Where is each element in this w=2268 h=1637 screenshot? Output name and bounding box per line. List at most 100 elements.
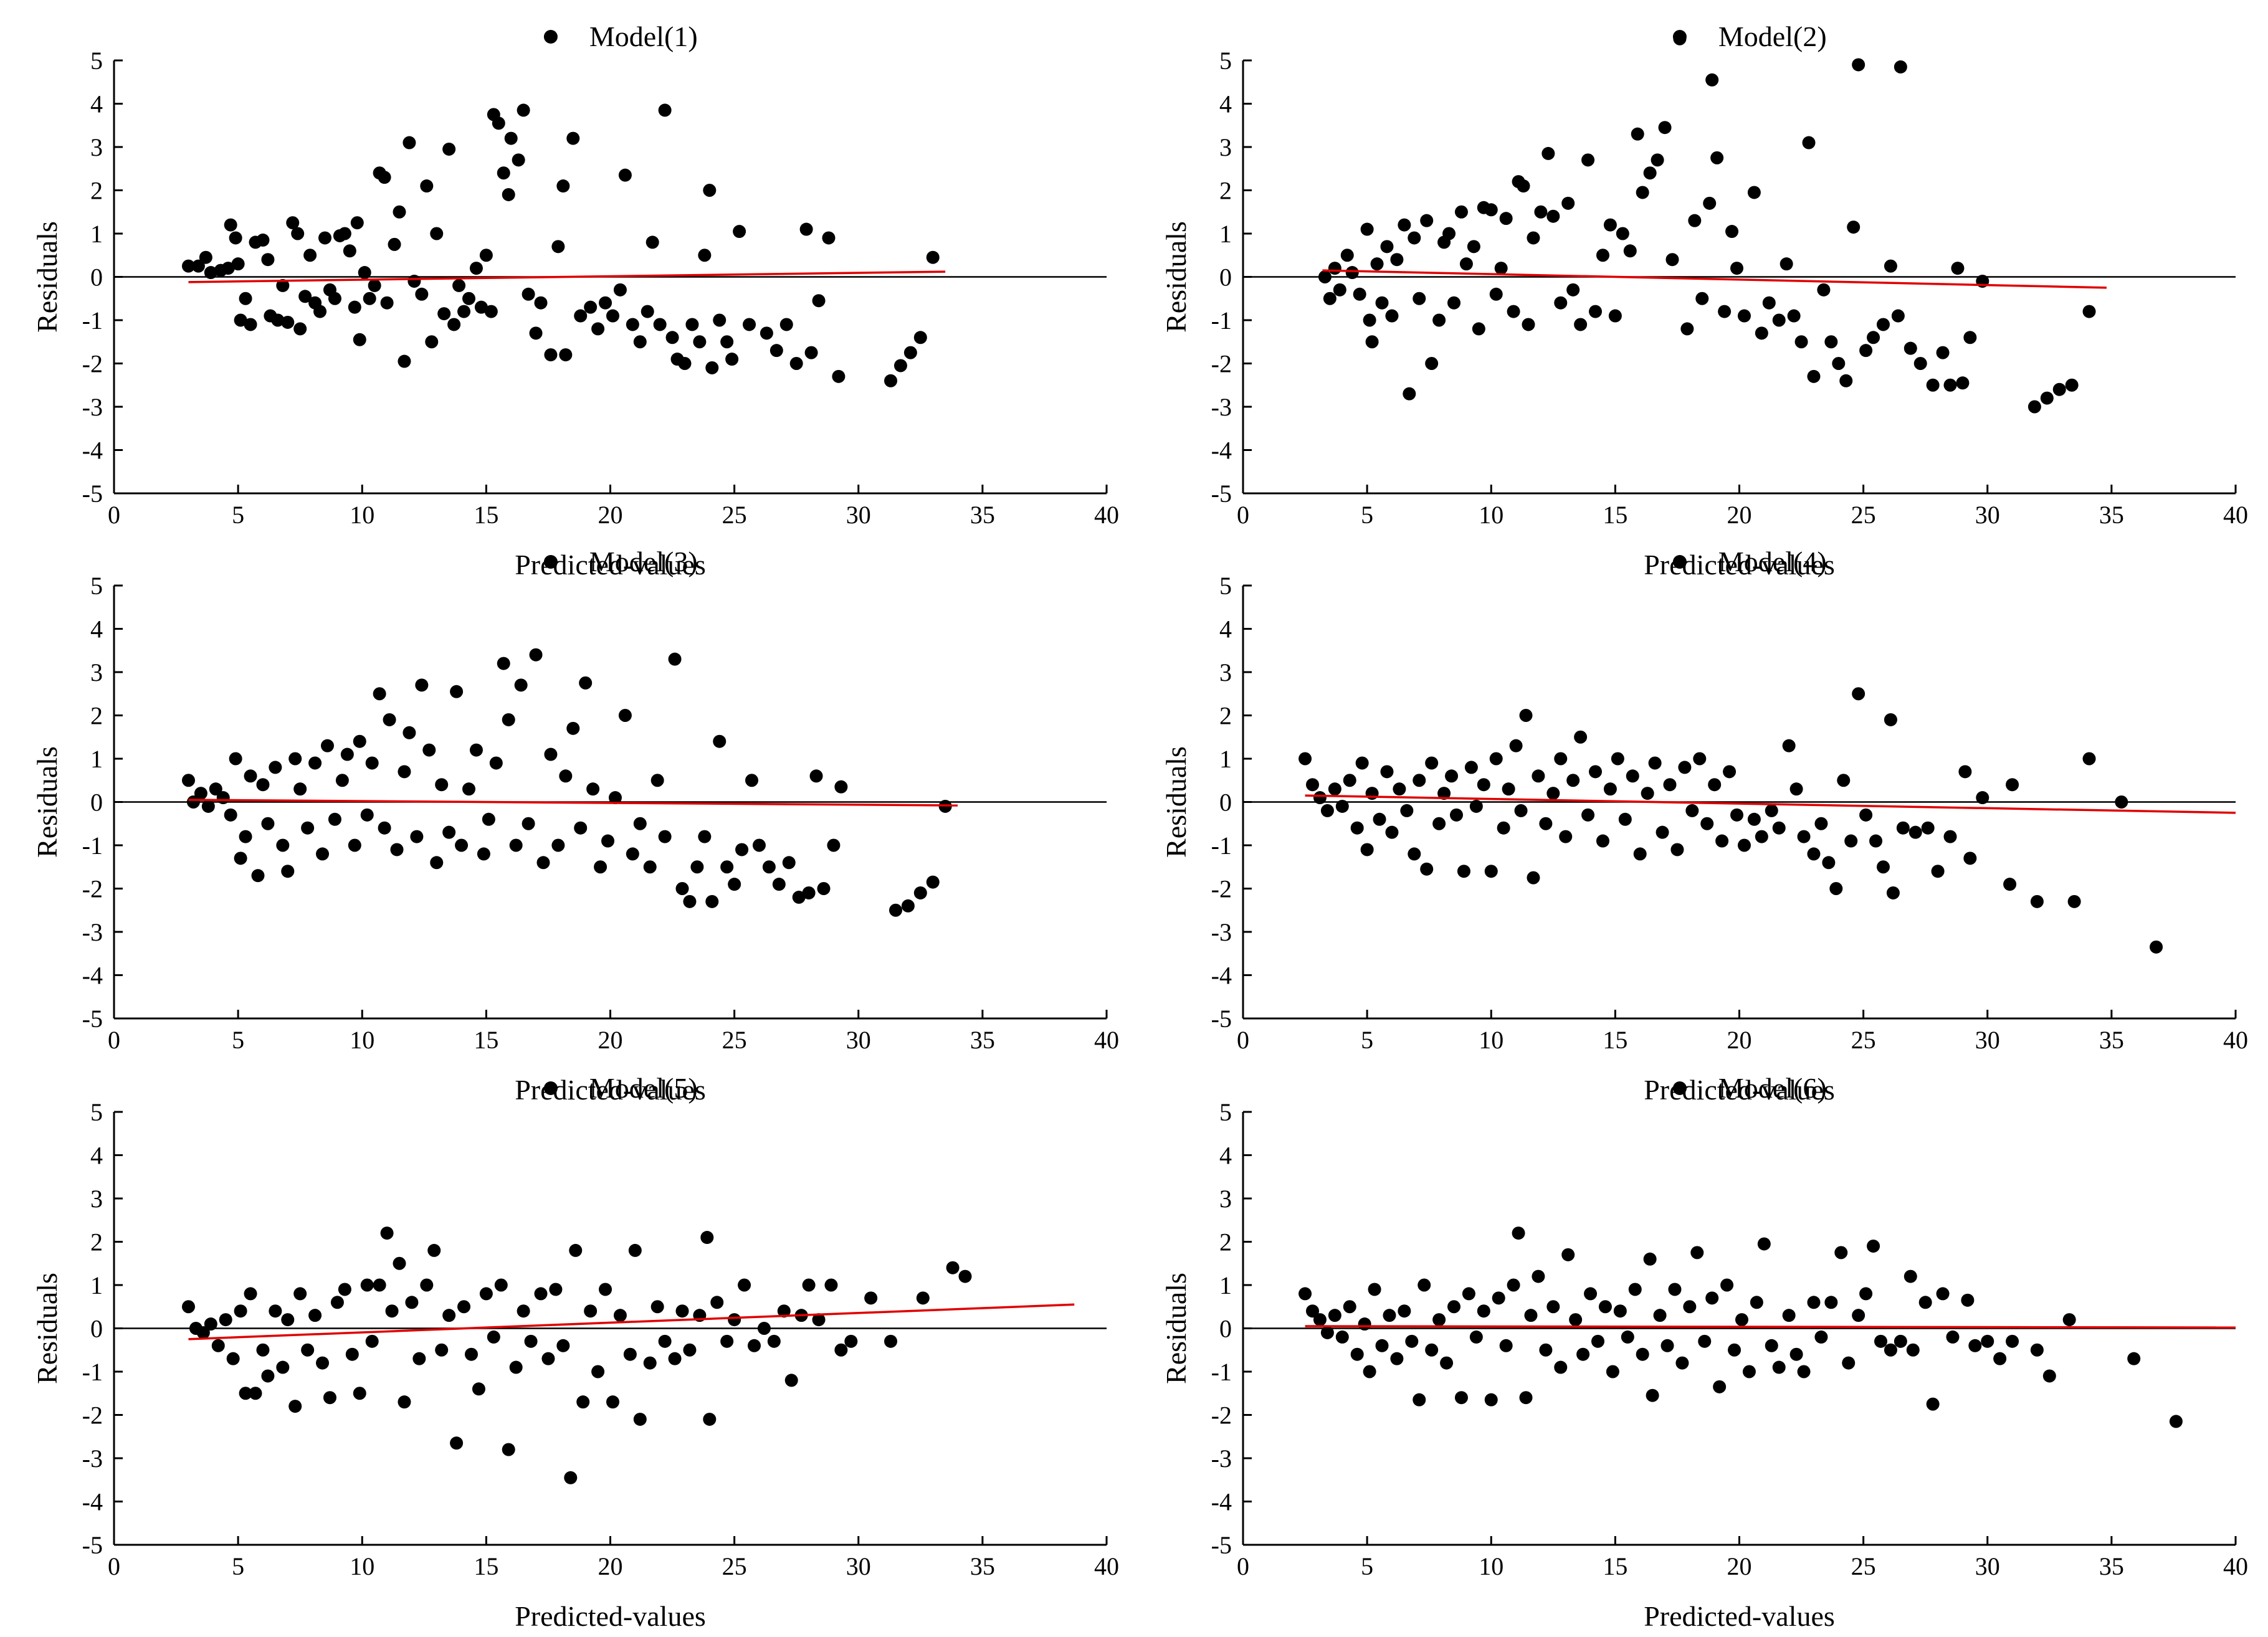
x-tick-label: 35 bbox=[2099, 501, 2124, 529]
residual-point bbox=[728, 878, 741, 891]
residual-point bbox=[363, 292, 376, 305]
residual-point bbox=[1524, 1309, 1538, 1322]
residual-point bbox=[665, 331, 679, 344]
residual-point bbox=[767, 1334, 781, 1348]
residual-point bbox=[1839, 374, 1853, 387]
residual-point bbox=[1499, 212, 1513, 225]
residual-point bbox=[650, 1300, 664, 1314]
residual-point bbox=[1968, 1339, 1982, 1352]
residual-point bbox=[913, 331, 927, 344]
residual-point bbox=[743, 318, 756, 331]
residual-point bbox=[1584, 1287, 1598, 1301]
residual-point bbox=[1913, 357, 1927, 370]
residual-point bbox=[700, 1231, 714, 1245]
y-tick-label: -3 bbox=[82, 393, 103, 421]
residual-point bbox=[276, 278, 290, 292]
residual-point bbox=[1484, 1393, 1498, 1407]
x-tick-label: 35 bbox=[970, 1552, 995, 1580]
residual-point bbox=[224, 218, 237, 232]
x-tick-label: 30 bbox=[846, 501, 871, 529]
residual-point bbox=[1886, 886, 1900, 899]
residual-point bbox=[288, 1400, 302, 1413]
residual-point bbox=[231, 257, 245, 271]
y-tick-label: -4 bbox=[82, 437, 103, 465]
x-tick-label: 0 bbox=[108, 1552, 120, 1580]
residual-point bbox=[462, 292, 475, 305]
residual-point bbox=[398, 1395, 411, 1409]
residual-point bbox=[618, 709, 632, 722]
trend-line bbox=[1322, 269, 2107, 289]
residual-point bbox=[360, 808, 374, 822]
residual-point bbox=[1425, 357, 1439, 370]
x-tick-label: 0 bbox=[108, 1026, 120, 1054]
residual-point bbox=[442, 1309, 456, 1322]
residual-point bbox=[1670, 843, 1684, 856]
residual-point bbox=[1425, 756, 1439, 770]
trend-line bbox=[1305, 794, 2236, 814]
residual-point bbox=[1343, 774, 1356, 787]
residual-point bbox=[1494, 262, 1508, 275]
residual-point bbox=[2030, 894, 2044, 908]
residual-point bbox=[1782, 739, 1796, 752]
residual-point bbox=[412, 1352, 426, 1365]
residual-point bbox=[1519, 709, 1533, 722]
residual-point bbox=[1817, 283, 1831, 297]
residual-point bbox=[668, 1352, 682, 1365]
residual-point bbox=[479, 249, 493, 262]
x-tick-label: 20 bbox=[598, 1552, 623, 1580]
residual-point bbox=[1693, 752, 1707, 766]
residual-point bbox=[1363, 313, 1376, 327]
residual-point bbox=[181, 259, 195, 273]
residual-point bbox=[504, 131, 518, 145]
residual-point bbox=[1611, 752, 1624, 766]
residual-point bbox=[497, 657, 510, 670]
residual-point bbox=[1589, 765, 1603, 779]
residual-point bbox=[1794, 335, 1808, 349]
residual-point bbox=[678, 357, 692, 370]
residual-point bbox=[1333, 283, 1346, 297]
residual-point bbox=[1867, 331, 1880, 344]
residual-point bbox=[462, 782, 475, 796]
residual-point bbox=[1408, 231, 1421, 245]
residual-point bbox=[1678, 761, 1692, 774]
residual-point bbox=[693, 335, 707, 349]
residual-point bbox=[1522, 318, 1535, 331]
residual-point bbox=[633, 1412, 647, 1426]
x-tick-label: 25 bbox=[1851, 501, 1876, 529]
y-tick-label: 2 bbox=[1219, 702, 1232, 730]
residual-point bbox=[1532, 1269, 1545, 1283]
residual-point bbox=[1683, 1300, 1697, 1314]
residual-point bbox=[1906, 1343, 1920, 1357]
residual-point bbox=[427, 1243, 441, 1257]
residual-point bbox=[1598, 1300, 1612, 1314]
residual-point bbox=[916, 1291, 930, 1305]
residual-point bbox=[1633, 847, 1647, 861]
residual-point bbox=[1596, 249, 1609, 262]
residual-point bbox=[380, 1227, 394, 1240]
residual-point bbox=[1350, 1347, 1364, 1361]
y-tick-label: 3 bbox=[90, 658, 103, 686]
residual-point bbox=[474, 300, 488, 314]
x-tick-label: 25 bbox=[1851, 1552, 1876, 1580]
residual-point bbox=[832, 369, 846, 383]
residual-point bbox=[452, 278, 466, 292]
residual-point bbox=[1643, 166, 1657, 180]
residual-point bbox=[293, 782, 307, 796]
residual-point bbox=[1728, 1343, 1742, 1357]
y-tick-label: 4 bbox=[1219, 90, 1232, 118]
residual-point bbox=[1904, 1269, 1917, 1283]
y-tick-label: -5 bbox=[1211, 1531, 1232, 1559]
residual-point bbox=[1596, 834, 1609, 848]
residual-point bbox=[1747, 186, 1761, 199]
x-tick-label: 20 bbox=[1727, 501, 1752, 529]
residual-point bbox=[410, 830, 424, 843]
residual-point bbox=[566, 721, 580, 735]
x-tick-label: 20 bbox=[598, 501, 623, 529]
residual-point bbox=[489, 756, 503, 770]
residual-point bbox=[1574, 730, 1588, 744]
residual-point bbox=[1859, 808, 1873, 822]
y-tick-label: 1 bbox=[1219, 1271, 1232, 1299]
residual-point bbox=[1946, 1330, 1960, 1344]
y-tick-label: 0 bbox=[1219, 1315, 1232, 1343]
y-tick-label: 0 bbox=[90, 789, 103, 817]
